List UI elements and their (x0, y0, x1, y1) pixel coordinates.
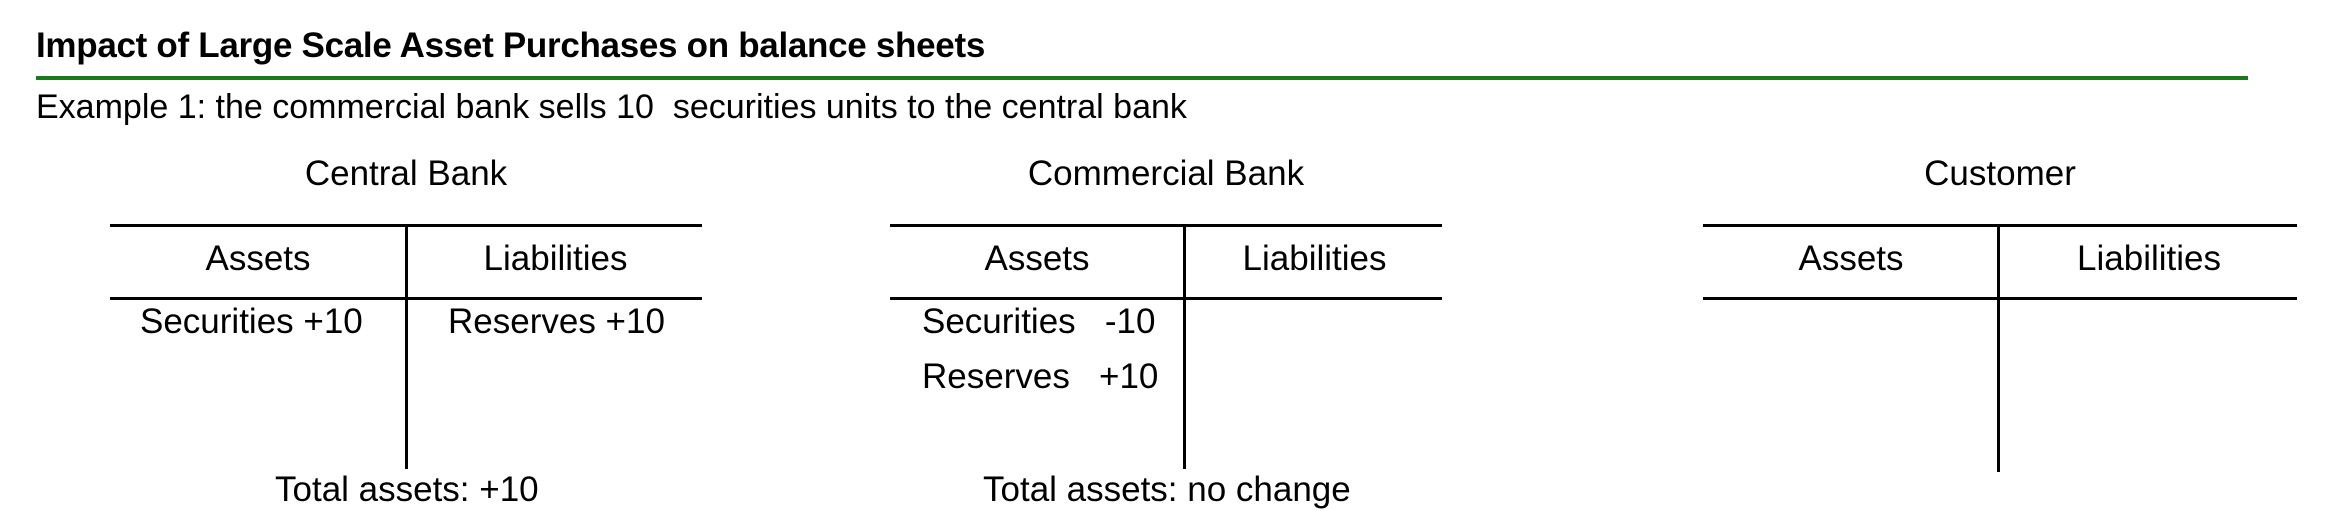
assets-header: Assets (1798, 239, 1904, 278)
asset-entry: Securities -10 (922, 302, 1156, 341)
account-title: Customer (1924, 154, 2076, 193)
divider-line (405, 224, 408, 469)
example-description: Example 1: the commercial bank sells 10 … (36, 88, 1187, 126)
header-rule (110, 297, 702, 300)
liabilities-header: Liabilities (1242, 239, 1387, 278)
total-assets: Total assets: +10 (275, 470, 539, 509)
liability-entry: Reserves +10 (448, 302, 665, 341)
asset-entry: Reserves +10 (922, 357, 1159, 396)
liabilities-header: Liabilities (2077, 239, 2221, 278)
liabilities-header: Liabilities (483, 239, 628, 278)
total-assets: Total assets: no change (983, 470, 1351, 509)
commercial-bank-t-account: Commercial Bank Assets Liabilities Secur… (890, 154, 1442, 511)
header-rule (890, 297, 1442, 300)
header-rule (1703, 297, 2297, 300)
divider-line (1183, 224, 1186, 469)
assets-header: Assets (984, 239, 1090, 278)
title-underline (36, 76, 2248, 80)
page-title: Impact of Large Scale Asset Purchases on… (36, 26, 985, 65)
customer-t-account: Customer Assets Liabilities (1703, 154, 2297, 511)
asset-entry: Securities +10 (140, 302, 363, 341)
account-title: Commercial Bank (1027, 154, 1305, 193)
central-bank-t-account: Central Bank Assets Liabilities Securiti… (110, 154, 702, 511)
top-rule (890, 224, 1442, 227)
account-title: Central Bank (304, 154, 508, 193)
assets-header: Assets (205, 239, 311, 278)
divider-line (1997, 224, 2000, 472)
top-rule (1703, 224, 2297, 227)
